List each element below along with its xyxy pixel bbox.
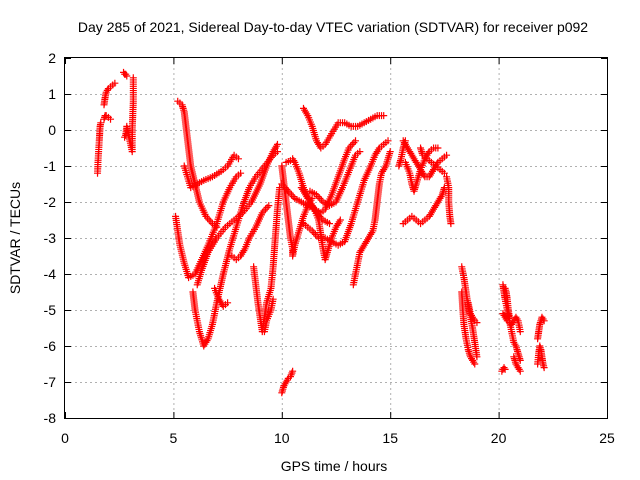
data-point xyxy=(473,353,481,361)
data-point xyxy=(316,194,324,202)
data-point xyxy=(447,220,455,228)
data-points xyxy=(94,68,548,397)
data-point xyxy=(348,140,356,148)
x-tick-label: 25 xyxy=(599,430,615,446)
data-point xyxy=(107,115,115,123)
data-point xyxy=(440,169,448,177)
data-point xyxy=(516,367,524,375)
data-point xyxy=(356,148,364,156)
data-point xyxy=(501,365,509,373)
data-point xyxy=(288,191,296,199)
data-point xyxy=(336,216,344,224)
x-axis-label: GPS time / hours xyxy=(281,458,388,474)
data-point xyxy=(269,295,277,303)
x-tick-label: 20 xyxy=(491,430,507,446)
y-tick-label: -6 xyxy=(44,338,57,354)
data-point xyxy=(237,169,245,177)
y-tick-label: 0 xyxy=(48,122,56,138)
data-point xyxy=(473,319,481,327)
plot-frame xyxy=(64,57,608,419)
data-point xyxy=(111,79,119,87)
data-point xyxy=(443,151,451,159)
data-point xyxy=(103,86,111,94)
data-point xyxy=(540,317,548,325)
x-tick-label: 5 xyxy=(170,430,178,446)
grid xyxy=(65,58,607,418)
data-point xyxy=(205,216,213,224)
y-tick-label: -5 xyxy=(44,302,57,318)
data-point xyxy=(273,140,281,148)
data-point xyxy=(401,137,409,145)
data-point xyxy=(325,220,333,228)
chart-title: Day 285 of 2021, Sidereal Day-to-day VTE… xyxy=(78,19,588,35)
data-point xyxy=(434,144,442,152)
x-tick-label: 0 xyxy=(61,430,69,446)
y-tick-label: -4 xyxy=(44,266,57,282)
data-point xyxy=(384,137,392,145)
data-point xyxy=(207,218,215,226)
data-point xyxy=(386,148,394,156)
y-tick-label: -1 xyxy=(44,158,57,174)
data-point xyxy=(288,369,296,377)
y-tick-label: 2 xyxy=(48,50,56,66)
data-point xyxy=(289,367,297,375)
y-tick-label: -2 xyxy=(44,194,57,210)
data-point xyxy=(263,203,271,211)
data-point xyxy=(310,229,318,237)
data-point xyxy=(380,112,388,120)
y-tick-label: -7 xyxy=(44,374,57,390)
x-tick-label: 10 xyxy=(274,430,290,446)
data-point xyxy=(265,202,273,210)
data-point xyxy=(471,360,479,368)
data-point xyxy=(540,364,548,372)
data-point xyxy=(352,137,360,145)
data-point xyxy=(234,155,242,163)
data-point xyxy=(123,72,131,80)
data-point xyxy=(516,328,524,336)
x-tick-label: 15 xyxy=(382,430,398,446)
data-point xyxy=(224,299,232,307)
y-tick-label: 1 xyxy=(48,86,56,102)
data-point xyxy=(97,119,105,127)
data-point xyxy=(129,74,137,82)
y-tick-label: -8 xyxy=(44,410,57,426)
data-point xyxy=(262,205,270,213)
y-axis-label: SDTVAR / TECUs xyxy=(7,182,23,294)
data-point xyxy=(350,139,358,147)
y-tick-label: -3 xyxy=(44,230,57,246)
data-point xyxy=(505,313,513,321)
